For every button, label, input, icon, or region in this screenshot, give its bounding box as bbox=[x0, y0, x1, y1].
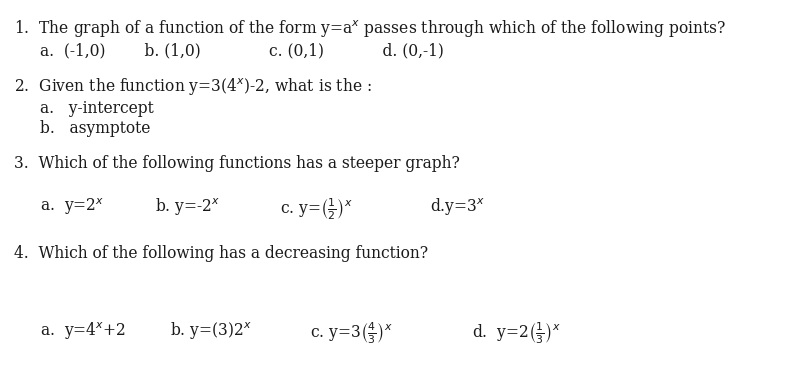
Text: a.   y-intercept: a. y-intercept bbox=[40, 100, 154, 117]
Text: 4.  Which of the following has a decreasing function?: 4. Which of the following has a decreasi… bbox=[14, 245, 428, 262]
Text: a.  y=2$^x$: a. y=2$^x$ bbox=[40, 196, 104, 217]
Text: 1.  The graph of a function of the form y=a$^x$ passes through which of the foll: 1. The graph of a function of the form y… bbox=[14, 18, 727, 39]
Text: b. y=-2$^x$: b. y=-2$^x$ bbox=[155, 196, 221, 217]
Text: b. y=(3)2$^x$: b. y=(3)2$^x$ bbox=[170, 320, 252, 341]
Text: b.   asymptote: b. asymptote bbox=[40, 120, 151, 137]
Text: 3.  Which of the following functions has a steeper graph?: 3. Which of the following functions has … bbox=[14, 155, 460, 172]
Text: d.y=3$^x$: d.y=3$^x$ bbox=[430, 196, 485, 217]
Text: d.  y=2$\left(\frac{1}{3}\right)^x$: d. y=2$\left(\frac{1}{3}\right)^x$ bbox=[472, 320, 561, 346]
Text: c. y=$\left(\frac{1}{2}\right)^x$: c. y=$\left(\frac{1}{2}\right)^x$ bbox=[280, 196, 353, 222]
Text: a.  (-1,0)        b. (1,0)              c. (0,1)            d. (0,-1): a. (-1,0) b. (1,0) c. (0,1) d. (0,-1) bbox=[40, 42, 444, 59]
Text: 2.  Given the function y=3(4$^x$)-2, what is the :: 2. Given the function y=3(4$^x$)-2, what… bbox=[14, 76, 372, 97]
Text: c. y=3$\left(\frac{4}{3}\right)^x$: c. y=3$\left(\frac{4}{3}\right)^x$ bbox=[310, 320, 392, 346]
Text: a.  y=4$^x$+2: a. y=4$^x$+2 bbox=[40, 320, 126, 341]
